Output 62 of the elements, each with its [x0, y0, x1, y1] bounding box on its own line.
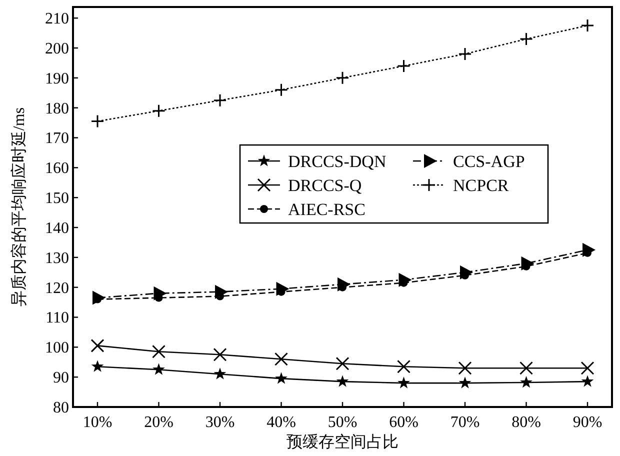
legend-label: DRCCS-DQN [288, 152, 386, 171]
legend-label: DRCCS-Q [288, 176, 362, 195]
point [580, 18, 594, 32]
point [397, 360, 410, 374]
point [276, 282, 290, 296]
legend-label: AIEC-RSC [288, 200, 366, 219]
x-tick-label: 60% [389, 414, 418, 431]
y-tick-label: 200 [45, 40, 69, 58]
x-tick-label: 30% [205, 414, 235, 431]
y-tick-label: 120 [45, 280, 69, 297]
point [520, 361, 533, 375]
x-tick-label: 50% [328, 414, 358, 431]
point [338, 277, 350, 292]
point [152, 363, 165, 375]
y-tick-label: 130 [45, 250, 69, 267]
point [580, 361, 594, 375]
y-tick-label: 80 [53, 400, 69, 416]
point [458, 47, 472, 61]
y-tick-label: 210 [45, 10, 69, 28]
x-axis-title: 预缓存空间占比 [286, 433, 398, 451]
point [90, 114, 104, 128]
legend-label: NCPCR [453, 176, 510, 195]
point [582, 242, 596, 257]
y-tick-label: 100 [45, 340, 69, 357]
y-tick-label: 90 [53, 370, 69, 387]
x-tick-label: 80% [512, 414, 541, 431]
point [460, 265, 473, 280]
point [92, 290, 106, 305]
point [520, 376, 532, 388]
x-tick-label: 90% [572, 414, 602, 431]
point [398, 376, 410, 388]
legend-label: CCS-AGP [453, 152, 525, 171]
point [274, 352, 288, 366]
y-tick-label: 180 [45, 100, 69, 118]
x-tick-label: 20% [144, 414, 174, 431]
point [90, 338, 104, 352]
point [275, 372, 288, 384]
x-tick-label: 40% [266, 414, 296, 431]
point [336, 356, 350, 370]
y-tick-label: 160 [45, 160, 69, 178]
y-tick-label: 190 [45, 70, 69, 88]
point [213, 348, 227, 362]
y-tick-label: 150 [45, 190, 69, 208]
point [91, 360, 104, 372]
point [581, 375, 594, 387]
y-tick-label: 170 [45, 130, 69, 148]
point [152, 344, 166, 358]
y-axis-title: 异质内容的平均响应时延/ms [10, 107, 28, 307]
point [214, 368, 226, 380]
point [336, 71, 350, 85]
point [213, 94, 227, 108]
x-tick-label: 10% [82, 414, 112, 431]
point [458, 361, 472, 375]
y-tick-label: 110 [46, 310, 69, 327]
y-tick-label: 140 [45, 220, 69, 237]
point [215, 284, 228, 299]
x-tick-label: 70% [450, 414, 480, 431]
point [458, 376, 472, 388]
point [521, 256, 534, 270]
point [398, 272, 412, 287]
point [336, 375, 349, 387]
point [154, 286, 167, 300]
